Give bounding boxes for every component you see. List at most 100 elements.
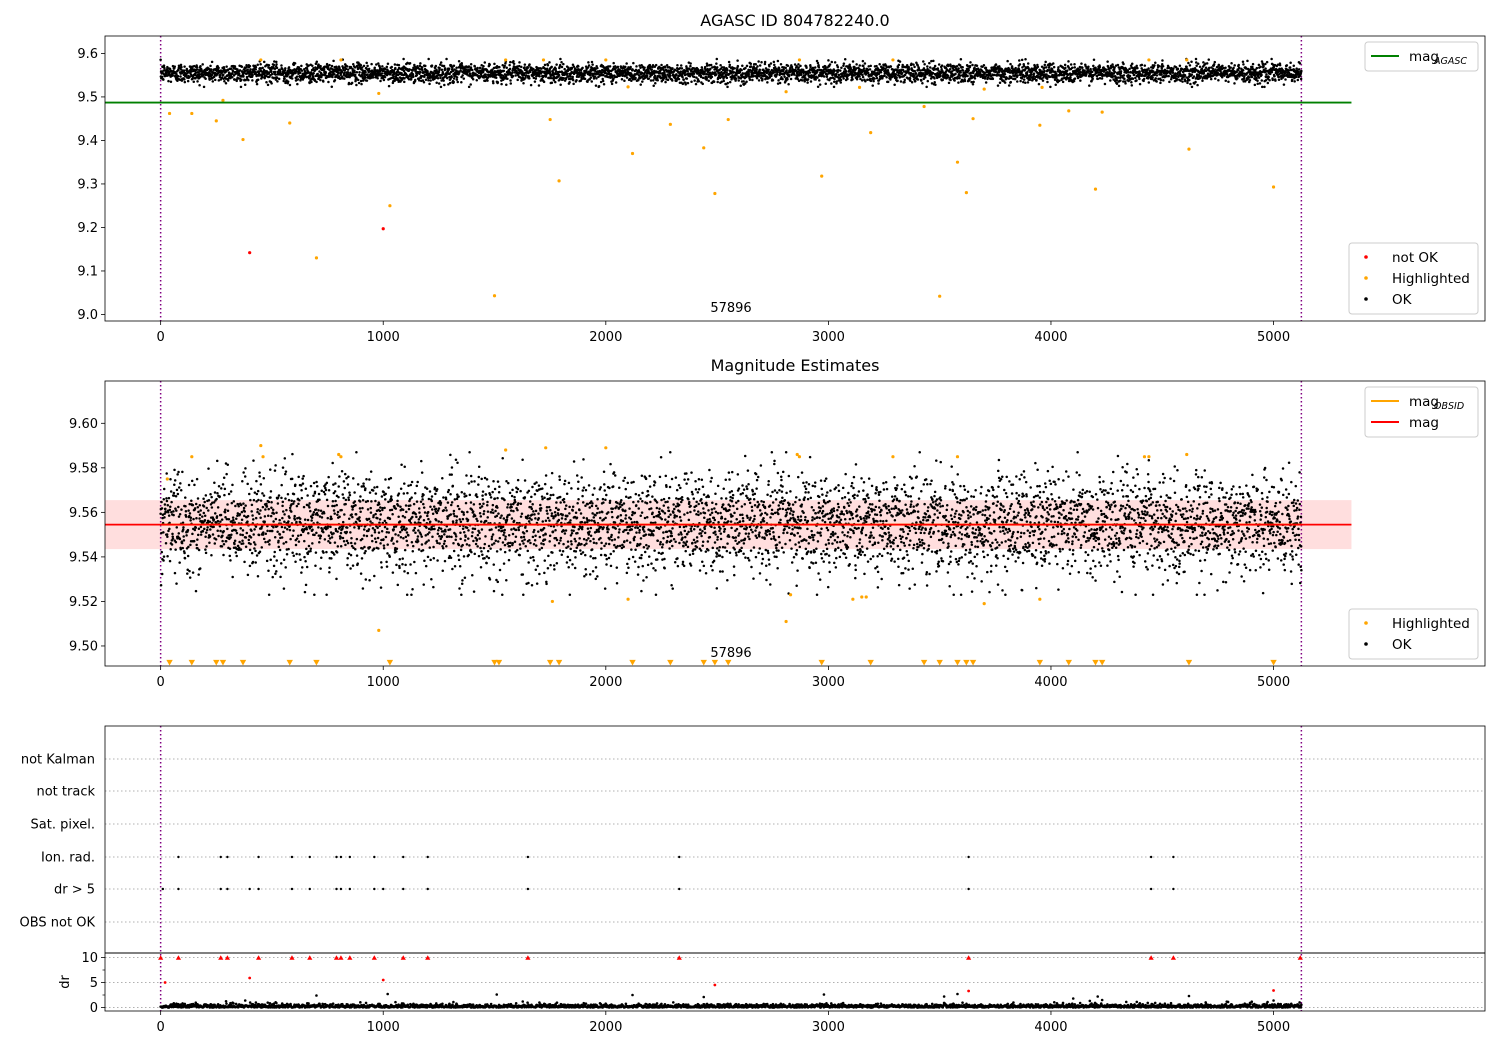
ok-point — [745, 64, 749, 68]
ok-point — [236, 77, 240, 80]
ok-point — [420, 66, 424, 69]
ok-point — [1039, 69, 1042, 72]
ok-point — [1267, 75, 1270, 79]
ok-point — [1057, 66, 1060, 69]
ok-point — [652, 79, 655, 82]
ok-point — [379, 79, 382, 83]
ok-point — [899, 80, 903, 83]
ok-point — [828, 63, 832, 66]
ok-point — [806, 78, 810, 81]
ok-point — [984, 81, 988, 84]
ok-point — [913, 79, 917, 83]
ok-point — [1154, 61, 1157, 65]
ok-point — [679, 70, 683, 73]
ok-point — [1265, 60, 1269, 64]
ok-point — [1071, 66, 1074, 70]
ok-point — [1128, 74, 1132, 78]
ok-point — [959, 57, 963, 61]
ok-point — [476, 66, 479, 70]
ok-point — [654, 63, 658, 67]
ok-point — [443, 67, 447, 70]
ok-point — [1026, 62, 1030, 65]
ok-point — [1043, 69, 1046, 73]
ok-point — [483, 61, 487, 64]
ok-point — [273, 67, 277, 71]
ok-point — [1241, 68, 1245, 72]
ok-point — [681, 75, 684, 79]
ok-point — [757, 79, 761, 82]
ok-point — [712, 80, 716, 83]
ok-point — [367, 69, 371, 72]
ok-point — [359, 64, 363, 67]
ok-point — [233, 65, 237, 68]
ok-point — [528, 63, 531, 66]
ok-point — [1044, 66, 1048, 69]
ok-point — [230, 76, 234, 79]
ok-point — [426, 69, 429, 73]
ok-point — [961, 66, 964, 69]
ok-point — [1130, 62, 1134, 65]
ok-point — [771, 79, 775, 82]
ok-point — [199, 64, 202, 68]
ok-point — [842, 62, 846, 65]
ok-point — [439, 76, 442, 80]
ok-point — [1035, 78, 1038, 82]
ok-point — [439, 85, 443, 89]
ok-point — [1081, 66, 1084, 69]
ok-point — [1135, 64, 1138, 68]
ok-point — [339, 73, 342, 76]
ok-point — [365, 61, 368, 65]
ok-point — [1130, 84, 1134, 87]
ok-point — [709, 67, 712, 71]
ok-point — [685, 77, 689, 80]
ok-point — [505, 83, 508, 87]
ok-point — [779, 62, 783, 66]
ok-point — [897, 63, 901, 67]
ok-point — [314, 62, 318, 65]
ok-point — [427, 78, 430, 82]
ok-point — [1264, 62, 1267, 66]
ok-point — [494, 73, 498, 76]
ok-point — [933, 80, 936, 84]
ok-point — [563, 67, 566, 71]
ok-point — [1256, 79, 1259, 83]
ok-point — [767, 68, 770, 72]
ok-point — [186, 79, 190, 83]
ok-point — [1171, 71, 1175, 74]
ok-point — [1063, 63, 1067, 67]
ok-point — [982, 64, 986, 67]
ok-point — [832, 85, 836, 89]
ok-point — [808, 71, 812, 74]
ok-point — [382, 69, 385, 73]
ok-point — [1003, 73, 1007, 76]
ok-point — [302, 76, 306, 79]
ok-point — [1187, 61, 1190, 65]
ok-point — [866, 78, 869, 82]
ok-point — [312, 66, 315, 70]
ok-point — [310, 80, 313, 84]
ok-point — [1256, 82, 1259, 85]
ok-point — [833, 61, 837, 64]
ok-point — [726, 81, 730, 85]
ok-point — [716, 80, 719, 84]
ok-point — [176, 79, 179, 82]
ok-point — [571, 78, 575, 82]
ok-point — [430, 64, 434, 67]
ok-point — [386, 62, 390, 66]
ok-point — [356, 78, 360, 82]
ok-point — [196, 68, 199, 71]
ok-point — [756, 65, 759, 68]
ok-point — [1233, 64, 1236, 67]
ok-point — [439, 61, 443, 64]
ok-point — [523, 66, 526, 69]
ok-point — [349, 65, 353, 69]
ok-point — [188, 75, 191, 79]
ok-point — [290, 77, 294, 80]
ok-point — [240, 78, 243, 81]
ok-point — [1153, 64, 1156, 67]
ok-point — [169, 80, 173, 84]
ok-point — [262, 60, 266, 64]
ok-point — [833, 80, 836, 84]
ok-point — [1147, 67, 1150, 70]
ok-point — [910, 81, 914, 84]
